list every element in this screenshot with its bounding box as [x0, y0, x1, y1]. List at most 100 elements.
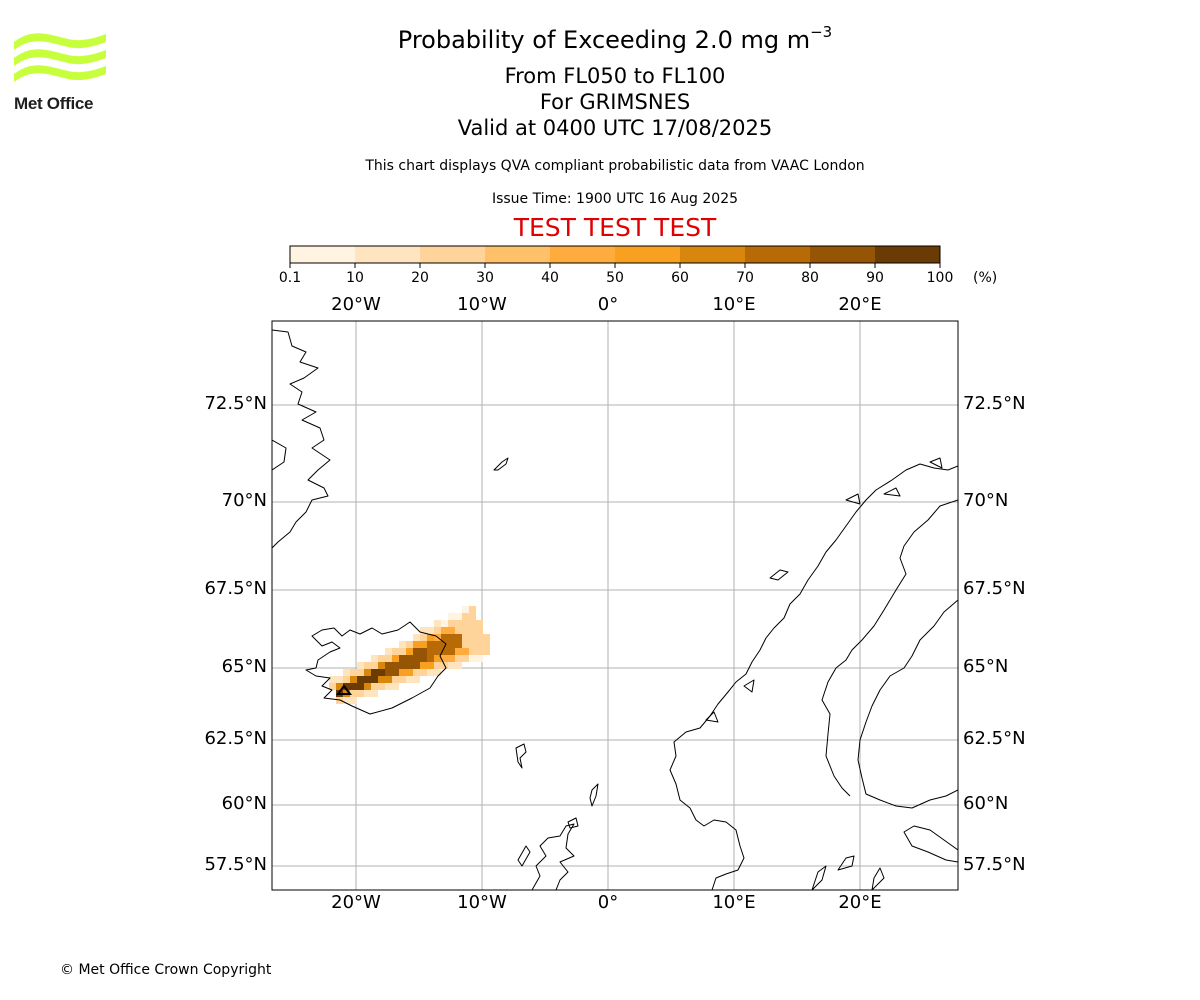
colorbar-bin-8 [810, 246, 875, 263]
triangle-icon [336, 684, 352, 695]
plume-cell [462, 627, 469, 634]
volcano-name: For GRIMSNES [539, 90, 691, 114]
chart-title: Probability of Exceeding 2.0 mg m−3 [0, 23, 1200, 54]
latitude-label-right: 72.5°N [963, 393, 1026, 414]
plume-cell [413, 634, 420, 641]
issue-time: Issue Time: 1900 UTC 16 Aug 2025 [491, 191, 739, 207]
plume-cell [357, 676, 364, 683]
plume-cell [378, 676, 385, 683]
plume-cell [441, 634, 448, 641]
latitude-label-right: 57.5°N [963, 854, 1026, 875]
plume-cell [385, 655, 392, 662]
colorbar-unit: (%) [973, 270, 998, 286]
plume-cell [455, 613, 462, 620]
greenland-inlet [272, 439, 287, 471]
plume-cell [350, 669, 357, 676]
plume-cell [336, 683, 343, 690]
plume-cell [329, 676, 336, 683]
plume-cell [448, 613, 455, 620]
plume-cell [350, 690, 357, 697]
latitude-label-right: 60°N [963, 793, 1009, 814]
plume-cell [378, 655, 385, 662]
norway-coastline [669, 463, 958, 890]
plume-cell [476, 620, 483, 627]
plume-cell [350, 683, 357, 690]
met-office-logo-text: Met Office [14, 94, 94, 113]
chart-title-exponent: −3 [810, 23, 833, 41]
plume-cell [462, 620, 469, 627]
plume-cell [364, 690, 371, 697]
longitude-label-bottom: 20°E [838, 892, 882, 913]
longitude-label-bottom: 20°W [331, 892, 381, 913]
plume-cell [378, 669, 385, 676]
copyright-notice: © Met Office Crown Copyright [60, 962, 272, 978]
plume-cell [455, 655, 462, 662]
colorbar-bin-9 [875, 246, 940, 263]
chart-title-main: Probability of Exceeding 2.0 mg m [397, 26, 811, 54]
plume-cell [364, 669, 371, 676]
plume-cell [378, 683, 385, 690]
plume-cell [392, 669, 399, 676]
plume-cell [469, 620, 476, 627]
plume-cell [413, 662, 420, 669]
plume-cell [357, 662, 364, 669]
baltic-coast [837, 855, 855, 871]
plume-cell [469, 655, 476, 662]
latitude-label-left: 70°N [221, 490, 267, 511]
colorbar-tick-label: 50 [606, 270, 624, 286]
plume-cell [399, 655, 406, 662]
latitude-label-left: 65°N [221, 656, 267, 677]
plume-cell [483, 634, 490, 641]
colorbar-bin-7 [745, 246, 810, 263]
plume-cell [399, 648, 406, 655]
plume-cell [455, 662, 462, 669]
plume-cell [476, 634, 483, 641]
plume-cell [462, 606, 469, 613]
plume-cell [434, 641, 441, 648]
plume-cell [420, 627, 427, 634]
plume-cell [420, 655, 427, 662]
plume-cell [357, 669, 364, 676]
plume-cell [427, 634, 434, 641]
plume-cell [476, 655, 483, 662]
plume-cell [455, 620, 462, 627]
plume-cell [413, 669, 420, 676]
plume-cell [336, 697, 343, 704]
plume-cell [392, 648, 399, 655]
plume-cell [469, 613, 476, 620]
colorbar-tick-label: 70 [736, 270, 754, 286]
plume-cell [343, 697, 350, 704]
hebrides-coastline [517, 845, 531, 867]
plume-cell [364, 676, 371, 683]
norway-islands [705, 457, 943, 723]
plume-cell [406, 676, 413, 683]
gotland-coastline [871, 867, 885, 890]
flight-level-range: From FL050 to FL100 [504, 64, 726, 88]
latitude-label-left: 67.5°N [204, 578, 267, 599]
plume-cell [371, 683, 378, 690]
plume-cell [371, 655, 378, 662]
plume-cell [469, 606, 476, 613]
plume-cell [350, 676, 357, 683]
iceland-coastline [305, 621, 447, 715]
plume-cell [455, 627, 462, 634]
plume-cell [434, 620, 441, 627]
plume-cell [371, 669, 378, 676]
plume-cell [469, 634, 476, 641]
plume-cell [399, 669, 406, 676]
colorbar-bin-5 [615, 246, 680, 263]
plume-cell [406, 662, 413, 669]
plume-cell [434, 655, 441, 662]
plume-cell [434, 648, 441, 655]
plume-cell [476, 648, 483, 655]
denmark-coastline [811, 865, 827, 890]
plume-cell [392, 655, 399, 662]
test-banner: TEST TEST TEST [513, 213, 717, 242]
valid-time: Valid at 0400 UTC 17/08/2025 [457, 116, 773, 140]
plume-cell [392, 683, 399, 690]
ash-probability-plume [329, 606, 490, 704]
plume-cell [385, 648, 392, 655]
plume-cell [441, 627, 448, 634]
plume-cell [427, 641, 434, 648]
